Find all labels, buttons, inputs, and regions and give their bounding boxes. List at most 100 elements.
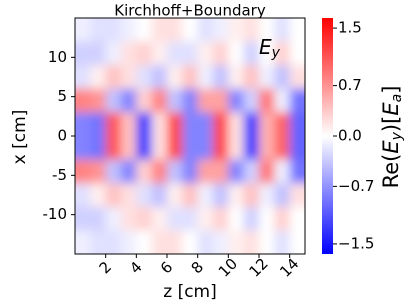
heat-cell bbox=[136, 112, 153, 137]
heat-cell bbox=[75, 112, 91, 137]
heat-cell bbox=[151, 88, 168, 113]
heat-cell bbox=[289, 18, 305, 43]
heat-cell bbox=[90, 65, 107, 90]
heat-cell bbox=[90, 18, 107, 43]
colorbar-tick-label: 0.7 bbox=[338, 76, 362, 94]
heat-cell bbox=[182, 206, 199, 231]
heat-cell bbox=[213, 159, 229, 184]
y-tick-label: 10 bbox=[48, 48, 67, 66]
heat-cell bbox=[228, 136, 245, 161]
heat-cell bbox=[151, 206, 168, 231]
heat-cell bbox=[274, 230, 291, 254]
heat-cell bbox=[228, 159, 245, 184]
heat-cell bbox=[105, 136, 122, 161]
heat-cell bbox=[121, 136, 137, 161]
x-tick-label: 12 bbox=[246, 255, 272, 281]
heat-cell bbox=[182, 112, 199, 137]
colorbar-tick-label: 0.0 bbox=[338, 127, 362, 145]
heat-cell bbox=[243, 183, 260, 208]
x-axis-label: z [cm] bbox=[163, 282, 217, 302]
y-tick-label: 0 bbox=[57, 127, 67, 145]
heat-cell bbox=[197, 88, 214, 113]
x-tick-label: 4 bbox=[126, 258, 145, 277]
heat-cell bbox=[75, 18, 91, 43]
heat-cell bbox=[243, 230, 260, 254]
heat-cell bbox=[105, 230, 122, 254]
heat-cell bbox=[136, 65, 153, 90]
cb-label-part: )[ bbox=[379, 116, 403, 132]
heat-cell bbox=[213, 41, 229, 66]
y-tick-label: 5 bbox=[57, 87, 67, 105]
heat-cell bbox=[197, 136, 214, 161]
heat-cell bbox=[182, 65, 199, 90]
heat-cell bbox=[243, 136, 260, 161]
heat-cell bbox=[289, 112, 305, 137]
heat-cell bbox=[167, 159, 183, 184]
heat-cell bbox=[243, 41, 260, 66]
heat-cell bbox=[274, 88, 291, 113]
heat-cell bbox=[213, 206, 229, 231]
heat-cell bbox=[182, 136, 199, 161]
heat-cell bbox=[167, 65, 183, 90]
heat-cell bbox=[213, 112, 229, 137]
heat-cell bbox=[105, 159, 122, 184]
heat-cell bbox=[228, 18, 245, 43]
heat-cell bbox=[136, 206, 153, 231]
heat-cell bbox=[182, 183, 199, 208]
cb-label-part: E bbox=[379, 102, 403, 116]
heat-cell bbox=[197, 65, 214, 90]
heat-cell bbox=[105, 18, 122, 43]
x-tick-label: 10 bbox=[215, 255, 241, 281]
heat-cell bbox=[259, 41, 275, 66]
cb-label-part: ] bbox=[379, 86, 403, 94]
heat-cell bbox=[213, 183, 229, 208]
x-tick-label: 6 bbox=[157, 258, 176, 277]
heat-cell bbox=[213, 88, 229, 113]
annotation-sub: y bbox=[271, 45, 281, 61]
heat-cell bbox=[182, 41, 199, 66]
cb-label-part: Re( bbox=[379, 154, 403, 189]
heat-cell bbox=[90, 88, 107, 113]
heat-cell bbox=[167, 183, 183, 208]
heat-cell bbox=[274, 206, 291, 231]
heat-cell bbox=[259, 18, 275, 43]
heat-cell bbox=[75, 183, 91, 208]
heat-cell bbox=[105, 112, 122, 137]
y-tick-label: -5 bbox=[52, 166, 67, 184]
y-axis-label: x [cm] bbox=[10, 110, 30, 165]
heat-cell bbox=[136, 18, 153, 43]
heat-cell bbox=[259, 183, 275, 208]
colorbar bbox=[322, 18, 333, 254]
heat-cell bbox=[90, 159, 107, 184]
heat-cell bbox=[197, 112, 214, 137]
heat-cell bbox=[259, 112, 275, 137]
heat-cell bbox=[243, 88, 260, 113]
heat-cell bbox=[167, 136, 183, 161]
heat-cell bbox=[197, 183, 214, 208]
heat-cell bbox=[75, 65, 91, 90]
heat-cell bbox=[228, 65, 245, 90]
heat-cell bbox=[121, 206, 137, 231]
heat-cell bbox=[182, 88, 199, 113]
heat-cell bbox=[136, 183, 153, 208]
heat-cell bbox=[121, 112, 137, 137]
heat-cell bbox=[151, 159, 168, 184]
heat-cell bbox=[274, 159, 291, 184]
heat-cell bbox=[121, 65, 137, 90]
heat-cell bbox=[105, 88, 122, 113]
chart-title: Kirchhoff+Boundary bbox=[114, 2, 266, 20]
heat-cell bbox=[259, 206, 275, 231]
heat-cell bbox=[151, 41, 168, 66]
heat-cell bbox=[121, 88, 137, 113]
x-tick-label: 2 bbox=[96, 258, 115, 277]
heat-cell bbox=[289, 159, 305, 184]
heat-cell bbox=[121, 183, 137, 208]
heat-cell bbox=[228, 88, 245, 113]
heat-cell bbox=[213, 136, 229, 161]
heat-cell bbox=[289, 41, 305, 66]
heatmap-cells bbox=[75, 18, 305, 254]
heat-cell bbox=[182, 18, 199, 43]
heat-cell bbox=[289, 230, 305, 254]
colorbar-tick-label: 1.5 bbox=[338, 19, 362, 37]
heat-cell bbox=[213, 65, 229, 90]
